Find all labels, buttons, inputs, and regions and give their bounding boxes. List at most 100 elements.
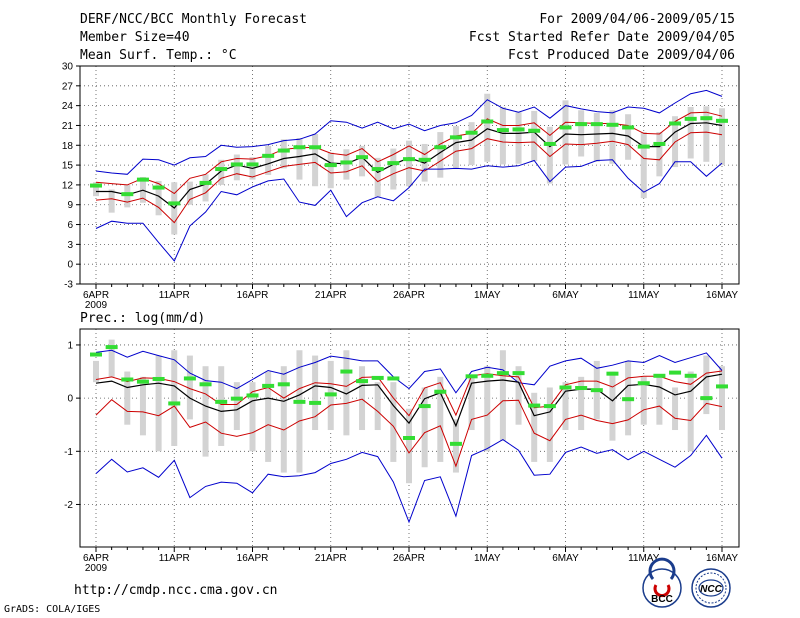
observed-marker — [152, 376, 165, 381]
y-tick-label: 9 — [67, 200, 73, 211]
observed-marker — [559, 125, 572, 130]
ensemble-bar — [374, 382, 381, 431]
y-tick-label: 18 — [62, 141, 74, 152]
observed-marker — [403, 436, 415, 440]
ensemble-bar — [327, 152, 334, 189]
observed-marker — [590, 122, 603, 127]
observed-marker — [371, 375, 384, 380]
ensemble-bar — [499, 106, 506, 165]
observed-marker — [230, 162, 243, 167]
ensemble-bar — [218, 159, 225, 185]
observed-marker — [105, 345, 118, 350]
observed-marker — [403, 157, 415, 162]
ensemble-bar — [155, 180, 162, 216]
ensemble-bar — [468, 122, 475, 166]
observed-marker — [559, 385, 572, 390]
observed-marker — [277, 382, 290, 387]
ensemble-bar — [374, 157, 381, 197]
observed-marker — [293, 399, 306, 404]
ensemble-bar — [437, 376, 444, 462]
y-tick-label: 3 — [67, 240, 73, 251]
observed-marker — [293, 145, 306, 150]
observed-marker — [622, 397, 635, 402]
observed-marker — [653, 141, 666, 146]
observed-marker — [90, 352, 102, 357]
observed-marker — [496, 371, 509, 376]
ensemble-bar — [390, 382, 397, 462]
ensemble-bar — [578, 110, 585, 157]
observed-marker — [340, 369, 353, 374]
observed-marker — [199, 180, 212, 185]
ensemble-bar — [390, 148, 397, 190]
observed-marker — [434, 145, 447, 150]
ensemble-bar — [593, 112, 600, 162]
ncc-logo-text: NCC — [700, 584, 722, 595]
observed-marker — [199, 382, 212, 387]
ensemble-bar — [359, 145, 366, 177]
year-label: 2009 — [85, 563, 108, 574]
x-tick-label: 1MAY — [474, 290, 501, 301]
observed-marker — [716, 384, 728, 389]
observed-marker — [496, 128, 509, 133]
ensemble-bar — [531, 110, 538, 162]
x-tick-label: 16MAY — [706, 290, 738, 301]
observed-marker — [637, 381, 650, 386]
ensemble-bar — [452, 419, 459, 473]
observed-marker — [277, 148, 290, 153]
source-url: http://cmdp.ncc.cma.gov.cn — [74, 583, 278, 598]
observed-marker — [465, 130, 478, 135]
observed-marker — [340, 160, 353, 165]
ensemble-bar — [703, 355, 710, 415]
ensemble-bar — [484, 93, 491, 162]
ensemble-bar — [719, 108, 725, 166]
prec-panel-title: Prec.: log(mm/d) — [80, 311, 206, 326]
observed-marker — [449, 135, 462, 140]
ensemble-bar — [265, 145, 272, 175]
x-tick-label: 6MAY — [552, 553, 579, 564]
observed-marker — [543, 404, 556, 409]
ensemble-bar — [484, 366, 491, 452]
x-tick-label: 16APR — [237, 290, 269, 301]
observed-marker — [465, 374, 478, 379]
ensemble-bar — [93, 182, 99, 197]
observed-marker — [168, 401, 181, 406]
ensemble-bar — [296, 138, 303, 180]
grads-credit: GrADS: COLA/IGES — [4, 604, 101, 615]
forecast-produced: Fcst Produced Date 2009/04/06 — [508, 48, 735, 63]
x-tick-label: 16MAY — [706, 553, 738, 564]
ensemble-bar — [280, 139, 287, 169]
ensemble-bar — [108, 339, 115, 377]
ensemble-bar — [280, 366, 287, 473]
x-tick-label: 6APR — [83, 553, 109, 564]
ensemble-bar — [249, 382, 256, 452]
forecast-started: Fcst Started Refer Date 2009/04/05 — [468, 30, 735, 45]
series-upper-line — [95, 370, 723, 417]
ensemble-bar — [640, 132, 647, 199]
chart-title: DERF/NCC/BCC Monthly Forecast — [80, 12, 307, 27]
ensemble-bar — [312, 134, 319, 187]
ensemble-bar — [546, 126, 553, 184]
y-tick-label: 15 — [62, 161, 74, 172]
ensemble-bar — [562, 100, 569, 165]
observed-marker — [418, 157, 431, 162]
ensemble-bar — [452, 126, 459, 170]
observed-marker — [528, 128, 541, 133]
observed-marker — [512, 371, 525, 376]
series-mean-line — [95, 373, 723, 428]
x-tick-label: 16APR — [237, 553, 269, 564]
series-max-line — [95, 349, 723, 394]
observed-marker — [136, 379, 149, 384]
y-tick-label: 30 — [62, 62, 74, 73]
observed-marker — [543, 141, 556, 146]
ensemble-bar — [609, 110, 616, 164]
bcc-logo: BCC — [642, 557, 682, 608]
ensemble-bar — [359, 366, 366, 431]
observed-marker — [356, 155, 369, 160]
ensemble-bar — [93, 360, 99, 383]
y-tick-label: 27 — [62, 81, 74, 92]
y-tick-label: -3 — [64, 280, 73, 291]
observed-marker — [246, 162, 259, 167]
y-tick-label: 6 — [67, 220, 73, 231]
ensemble-bar — [687, 371, 694, 452]
